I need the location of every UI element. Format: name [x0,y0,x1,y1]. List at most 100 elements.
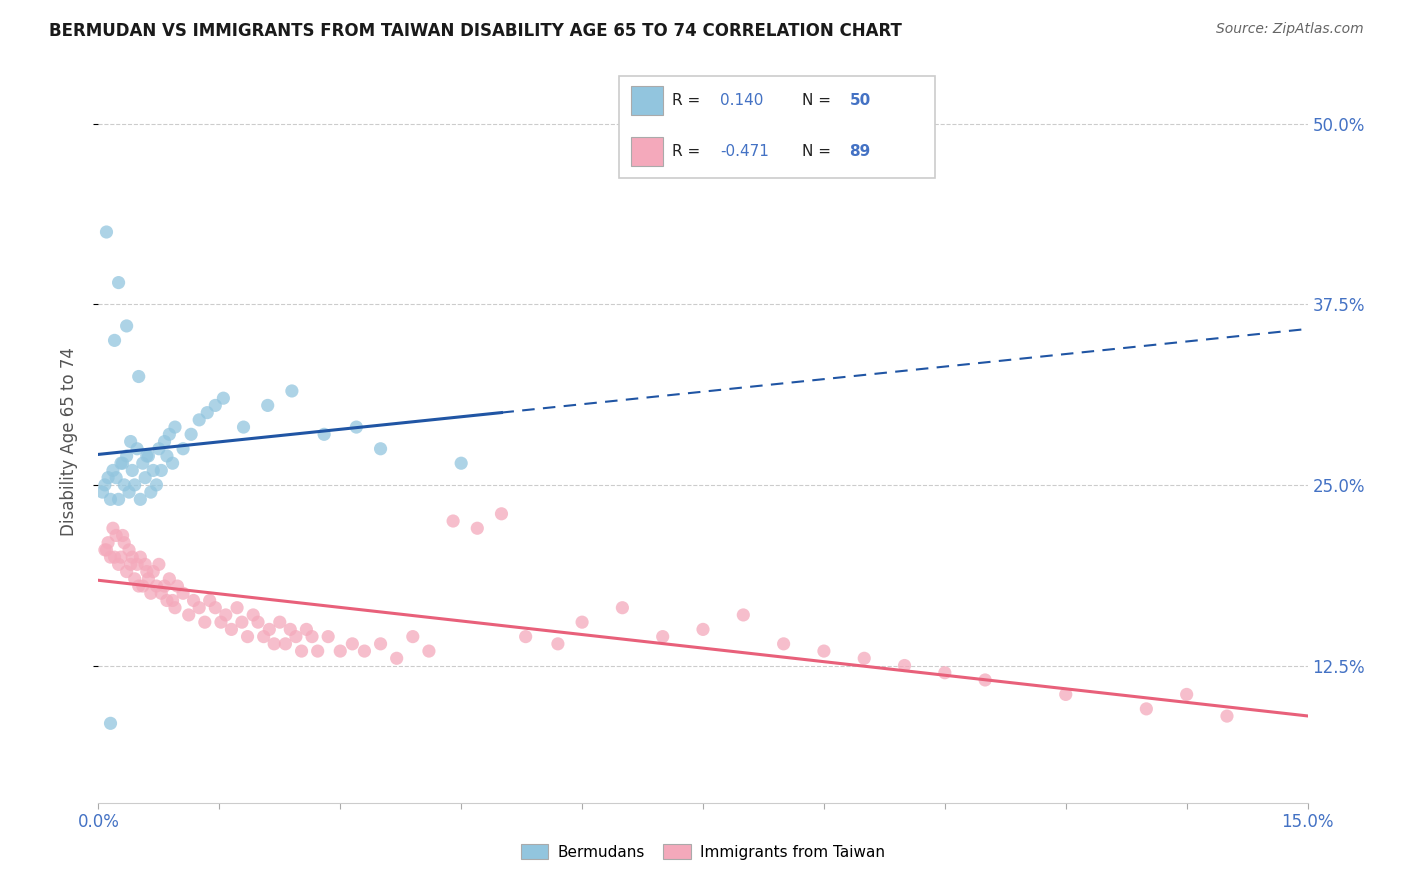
Point [138,449,160,463]
Point [188,600,211,615]
Point [256,398,278,412]
Point [145,579,167,593]
Legend: Bermudans, Immigrants from Taiwan: Bermudans, Immigrants from Taiwan [513,837,893,867]
Point [121,550,143,565]
Point [148,558,170,572]
Point [142,565,165,579]
Point [733,607,755,622]
Point [1216,709,1239,723]
Point [290,644,312,658]
Point [188,413,211,427]
Point [215,607,238,622]
Point [96,225,118,239]
Point [128,369,150,384]
Point [100,716,122,731]
Point [148,442,170,456]
Point [101,521,124,535]
Point [232,420,254,434]
Point [142,463,165,477]
Y-axis label: Disability Age 65 to 74: Disability Age 65 to 74 [59,347,77,536]
Point [491,507,513,521]
Point [91,485,114,500]
Point [139,586,162,600]
Point [316,630,339,644]
Point [314,427,336,442]
Point [153,579,176,593]
Point [115,565,138,579]
Point [612,600,634,615]
Text: 50: 50 [849,93,870,108]
Point [118,542,141,557]
Point [97,470,120,484]
Point [153,434,176,449]
Point [183,593,205,607]
Point [166,579,188,593]
Point [231,615,253,630]
Point [94,542,117,557]
Point [103,334,125,348]
Point [180,427,202,442]
Point [124,572,146,586]
Text: 0.140: 0.140 [720,93,763,108]
Point [242,607,264,622]
Point [150,586,173,600]
Point [177,607,200,622]
Point [100,550,122,565]
Point [259,623,281,637]
Point [132,579,155,593]
Point [138,572,160,586]
Point [111,528,134,542]
Point [172,442,194,456]
Point [772,637,794,651]
Point [118,485,141,500]
Point [120,434,142,449]
Point [370,442,392,456]
Point [134,558,156,572]
Bar [631,137,664,166]
Point [145,478,167,492]
Point [105,470,128,484]
Point [418,644,440,658]
Point [1054,687,1077,701]
Point [547,637,569,651]
Point [370,637,392,651]
Point [651,630,673,644]
Point [441,514,464,528]
Point [450,456,472,470]
Point [278,623,301,637]
Point [295,623,318,637]
Bar [631,87,664,115]
Point [129,492,152,507]
Point [172,586,194,600]
Point [813,644,835,658]
Point [112,535,135,549]
Point [105,528,128,542]
Point [692,623,714,637]
Point [385,651,408,665]
Point [344,420,367,434]
Point [163,420,186,434]
Point [934,665,956,680]
Point [195,406,218,420]
Point [156,449,179,463]
Text: N =: N = [801,145,837,160]
Point [100,492,122,507]
Text: 89: 89 [849,145,870,160]
Point [253,630,276,644]
Point [571,615,593,630]
Point [150,463,173,477]
Text: Source: ZipAtlas.com: Source: ZipAtlas.com [1216,22,1364,37]
Point [974,673,997,687]
Point [110,456,132,470]
Point [156,593,179,607]
Point [129,550,152,565]
Point [269,615,291,630]
Point [127,558,149,572]
Point [94,478,117,492]
Point [284,630,307,644]
Point [97,535,120,549]
Point [198,593,221,607]
Text: N =: N = [801,93,837,108]
Point [128,579,150,593]
Point [221,623,243,637]
